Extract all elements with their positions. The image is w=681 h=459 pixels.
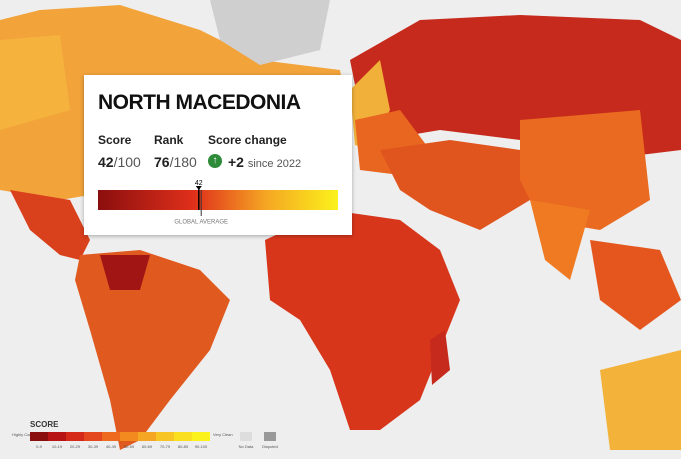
rank-of: /180 [169, 154, 197, 170]
south-america[interactable] [75, 250, 230, 450]
legend-bin-label: 20-29 [70, 444, 81, 449]
legend-swatch [174, 432, 192, 441]
rank-heading: Rank [154, 133, 184, 147]
legend-swatch [156, 432, 174, 441]
mexico[interactable] [10, 190, 90, 260]
up-arrow-icon: ↑ [208, 154, 222, 168]
legend-title: SCORE [30, 420, 59, 429]
change-value: +2 [228, 154, 244, 170]
middle-east[interactable] [380, 140, 530, 230]
legend-bin-label: 70-79 [160, 444, 171, 449]
india[interactable] [530, 200, 590, 280]
legend-swatch [138, 432, 156, 441]
china[interactable] [520, 110, 650, 230]
score-heading: Score [98, 133, 132, 147]
madagascar[interactable] [430, 330, 450, 385]
score-gauge: 42 GLOBAL AVERAGE [98, 180, 338, 226]
change: +2 since 2022 [228, 154, 301, 170]
legend-swatch [84, 432, 102, 441]
legend-bin-label: 60-69 [142, 444, 153, 449]
legend-extra-label: Disputed [262, 444, 278, 449]
score-max: /100 [113, 154, 141, 170]
legend-bin-label: 10-19 [52, 444, 63, 449]
legend-high: Very Clean [213, 432, 233, 437]
greenland[interactable] [210, 0, 330, 65]
legend: SCORE Highly Corrupt 0-9 10-19 20-29 30-39 40… [12, 420, 278, 449]
legend-low: Highly Corrupt [12, 432, 38, 437]
score-marker-label: 42 [195, 180, 203, 187]
score: 42/100 [98, 154, 141, 170]
legend-extra-swatch [264, 432, 276, 441]
change-heading: Score change [208, 133, 287, 147]
australia[interactable] [600, 350, 681, 450]
southeast-asia[interactable] [590, 240, 681, 330]
legend-bin-label: 50-59 [124, 444, 135, 449]
legend-bin-label: 40-49 [106, 444, 117, 449]
legend-swatch [48, 432, 66, 441]
legend-swatch [102, 432, 120, 441]
country-name: NORTH MACEDONIA [98, 91, 301, 114]
alaska[interactable] [0, 35, 70, 130]
gauge-bar [98, 190, 338, 210]
legend-swatch [120, 432, 138, 441]
score-value: 42 [98, 154, 114, 170]
legend-bin-label: 80-89 [178, 444, 189, 449]
rank-value: 76 [154, 154, 170, 170]
legend-bin-label: 30-39 [88, 444, 99, 449]
score-marker-head [195, 186, 202, 190]
global-average-label: GLOBAL AVERAGE [174, 220, 228, 226]
legend-extra-label: No Data [239, 444, 254, 449]
legend-swatch [30, 432, 48, 441]
legend-swatch [66, 432, 84, 441]
africa[interactable] [265, 210, 460, 430]
change-since: since 2022 [247, 158, 302, 170]
legend-extra-swatch [240, 432, 252, 441]
legend-bin-label: 90-100 [195, 444, 208, 449]
country-popup: NORTH MACEDONIA Score Rank Score change … [84, 75, 352, 235]
venezuela[interactable] [100, 255, 150, 290]
rank: 76/180 [154, 154, 197, 170]
legend-bin-label: 0-9 [36, 444, 43, 449]
legend-swatch [192, 432, 210, 441]
